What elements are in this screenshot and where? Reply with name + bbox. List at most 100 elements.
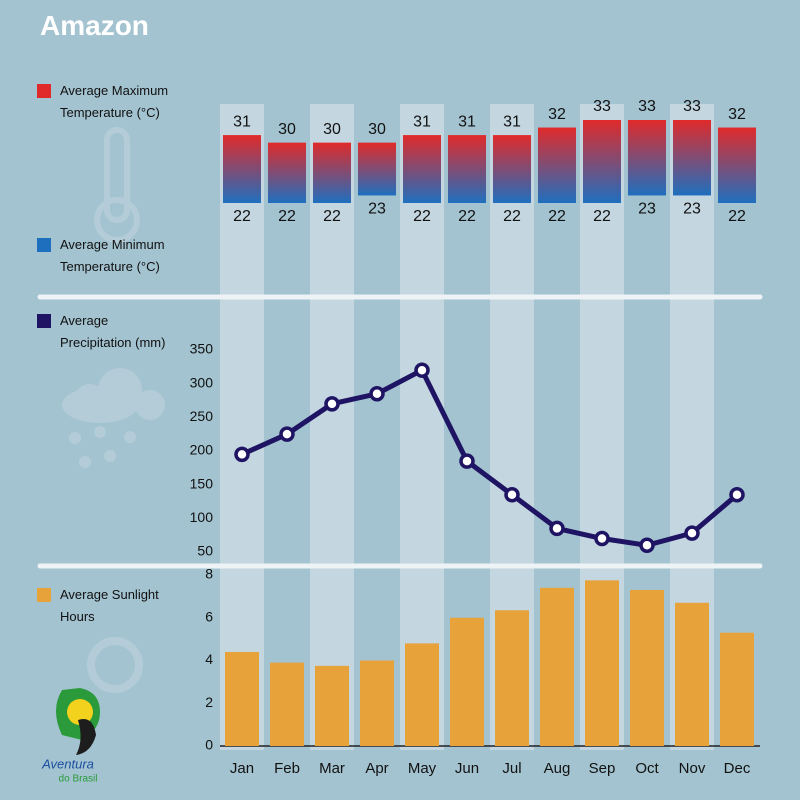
y-tick-label: 300 [190,374,214,390]
data-label: 22 [413,208,431,225]
bar [630,589,664,746]
legend-entry: Average Precipitation (mm) [37,310,178,354]
x-tick-label: Aug [544,760,571,777]
x-tick-label: May [408,760,437,777]
logo-text: do Brasil [59,774,98,785]
background-icons [62,127,165,693]
data-label: 33 [593,98,611,115]
bar [315,665,349,746]
legend-swatch [37,314,51,328]
point [729,487,745,503]
x-tick-label: Nov [679,760,706,777]
range-bar [448,135,486,203]
range-bar [493,135,531,203]
data-label: 32 [728,106,746,123]
y-tick-label: 150 [190,475,214,491]
range-bar [268,142,306,203]
legend-swatch [37,84,51,98]
bar [450,617,484,746]
x-tick-label: Jul [502,760,521,777]
data-label: 22 [548,208,566,225]
bar [405,643,439,746]
x-tick-label: Mar [319,760,345,777]
column-band [220,104,264,750]
range-bar [358,142,396,196]
data-label: 33 [638,98,656,115]
bar [585,580,619,746]
legend-swatch [37,238,51,252]
data-label: 32 [548,106,566,123]
data-label: 22 [728,208,746,225]
data-label: 31 [233,113,251,130]
x-tick-label: Jun [455,760,479,777]
data-label: 23 [368,201,386,218]
bar [540,587,574,746]
y-tick-label: 0 [205,737,213,753]
point [459,453,475,469]
bar [495,610,529,746]
x-tick-label: Jan [230,760,254,777]
range-bar [718,127,756,203]
point [369,386,385,402]
y-tick-label: 100 [190,509,214,525]
data-label: 22 [278,208,296,225]
range-bar [403,135,441,203]
data-label: 30 [368,121,386,138]
bar [720,632,754,746]
legend-label: Average Maximum Temperature (°C) [60,83,169,120]
bar [360,660,394,746]
column-band [400,104,444,750]
x-tick-label: Oct [635,760,659,777]
y-tick-label: 4 [205,651,213,667]
data-label: 22 [503,208,521,225]
bar [225,651,259,746]
legend-label: Average Sunlight Hours [60,587,159,624]
legend-entry: Average Sunlight Hours [37,584,160,628]
data-label: 22 [233,208,251,225]
point [504,487,520,503]
range-bar [583,120,621,203]
y-tick-label: 50 [197,543,213,559]
range-bar [538,127,576,203]
range-bar [223,135,261,203]
y-tick-label: 6 [205,608,213,624]
data-label: 30 [278,121,296,138]
data-label: 31 [503,113,521,130]
data-label: 23 [683,201,701,218]
point [639,537,655,554]
point [594,530,610,547]
legend-entry: Average Maximum Temperature (°C) [37,80,178,124]
data-label: 22 [458,208,476,225]
range-bar [628,120,666,196]
data-label: 30 [323,121,341,138]
y-tick-label: 350 [190,341,214,357]
legend-label: Average Minimum Temperature (°C) [60,237,165,274]
legend-label: Average Precipitation (mm) [60,313,166,350]
point [684,525,700,541]
point [234,446,250,463]
range-bar [313,142,351,203]
point [414,362,430,378]
data-label: 33 [683,98,701,115]
point [324,396,340,412]
bar [270,662,304,746]
data-label: 31 [458,113,476,130]
point [279,426,295,442]
data-label: 22 [593,208,611,225]
point [549,520,565,537]
data-label: 22 [323,208,341,225]
logo: Aventura do Brasil [41,688,100,785]
y-tick-label: 8 [205,566,213,582]
bar [675,602,709,746]
x-tick-label: Apr [365,760,388,777]
range-bar [673,120,711,196]
x-tick-label: Dec [724,760,751,777]
data-label: 31 [413,113,431,130]
y-tick-label: 250 [190,408,214,424]
y-tick-label: 200 [190,442,214,458]
y-tick-label: 2 [205,694,213,710]
data-label: 23 [638,201,656,218]
x-tick-label: Feb [274,760,300,777]
